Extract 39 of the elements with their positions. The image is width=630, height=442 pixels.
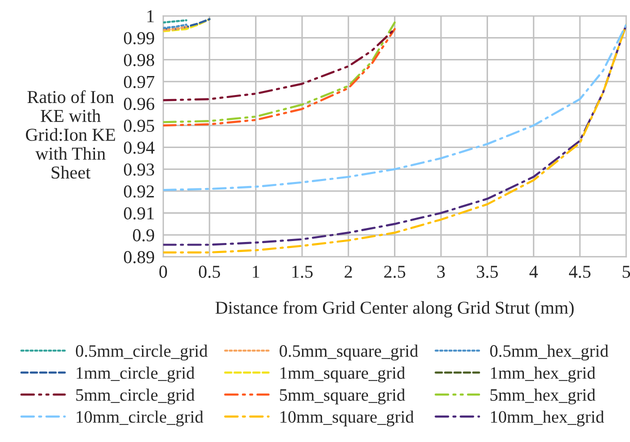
line-series [163,24,626,192]
x-tick-label: 2.5 [384,266,406,278]
x-tick-label: 3.5 [476,266,498,278]
y-tick-label: 0.9 [132,229,154,242]
y-tick-label: 1 [147,10,154,22]
legend-label: 1mm_square_grid [280,366,406,382]
x-tick-label: 0.5 [198,266,220,278]
y-tick-label: 0.97 [124,76,154,88]
y-tick-label: 0.93 [124,163,154,176]
legend-label: 10mm_hex_grid [491,410,604,426]
line-series [163,28,396,102]
x-axis-title: Distance from Grid Center along Grid Strut (mm) [215,300,574,318]
y-tick-label: 0.89 [124,251,154,264]
y-axis-title: Ratio of Ion KE with Grid:Ion KE with Thin Sheet [26,90,116,179]
legend-label: 0.5mm_hex_grid [490,344,608,360]
legend-label: 5mm_square_grid [280,388,406,404]
x-tick-label: 1.5 [292,266,313,278]
y-tick-label: 0.94 [124,142,155,154]
legend-label: 0.5mm_square_grid [280,344,418,360]
x-tick-label: 4.5 [568,266,590,278]
legend-label: 10mm_square_grid [280,410,414,426]
y-tick-label: 0.96 [124,98,154,110]
y-tick-label: 0.99 [124,32,154,44]
x-tick-label: 5 [622,266,630,278]
legend-label: 10mm_circle_grid [76,410,204,426]
x-tick-label: 2 [344,266,352,278]
x-tick-label: 1 [252,266,260,278]
y-tick-label: 0.95 [124,120,154,132]
y-tick-label: 0.92 [124,185,154,198]
y-tick-label: 0.98 [124,54,154,66]
legend-label: 1mm_hex_grid [491,366,596,382]
x-tick-label: 0 [159,266,167,278]
legend-label: 1mm_circle_grid [76,366,195,382]
y-tick-label: 0.91 [124,207,154,220]
x-tick-label: 3 [437,266,445,278]
legend-label: 5mm_hex_grid [490,388,596,404]
legend-label: 5mm_circle_grid [76,388,195,404]
x-tick-label: 4 [529,266,538,278]
legend-label: 0.5mm_circle_grid [76,344,208,360]
